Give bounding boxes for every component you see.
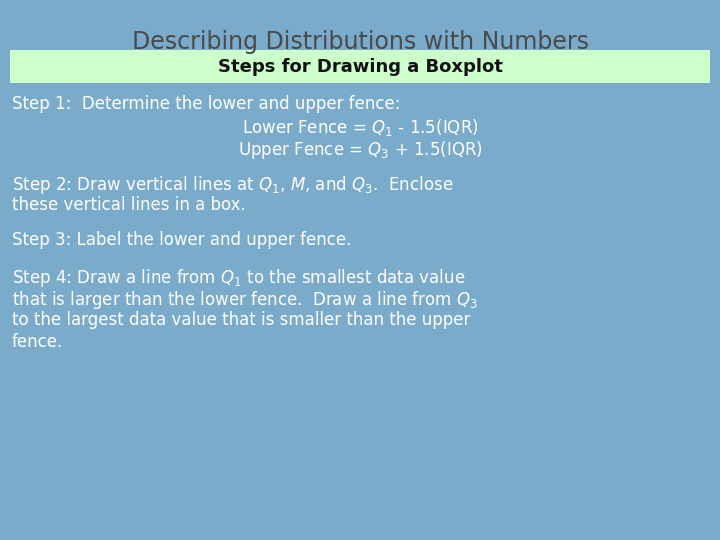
Text: Step 3: Label the lower and upper fence.: Step 3: Label the lower and upper fence. xyxy=(12,232,351,249)
Text: Describing Distributions with Numbers: Describing Distributions with Numbers xyxy=(132,30,588,54)
Text: Lower Fence = $Q_1$ - 1.5(IQR): Lower Fence = $Q_1$ - 1.5(IQR) xyxy=(242,117,478,138)
Text: Step 1:  Determine the lower and upper fence:: Step 1: Determine the lower and upper fe… xyxy=(12,95,400,113)
Text: that is larger than the lower fence.  Draw a line from $Q_3$: that is larger than the lower fence. Dra… xyxy=(12,288,478,310)
Text: these vertical lines in a box.: these vertical lines in a box. xyxy=(12,196,246,214)
Text: Steps for Drawing a Boxplot: Steps for Drawing a Boxplot xyxy=(217,57,503,76)
Text: Step 4: Draw a line from $Q_1$ to the smallest data value: Step 4: Draw a line from $Q_1$ to the sm… xyxy=(12,267,465,288)
Text: Upper Fence = $Q_3$ + 1.5(IQR): Upper Fence = $Q_3$ + 1.5(IQR) xyxy=(238,139,482,161)
Text: to the largest data value that is smaller than the upper: to the largest data value that is smalle… xyxy=(12,310,470,329)
Text: fence.: fence. xyxy=(12,333,63,350)
Text: Step 2: Draw vertical lines at $Q_1$, $M$, and $Q_3$.  Enclose: Step 2: Draw vertical lines at $Q_1$, $M… xyxy=(12,174,454,196)
FancyBboxPatch shape xyxy=(10,50,710,83)
